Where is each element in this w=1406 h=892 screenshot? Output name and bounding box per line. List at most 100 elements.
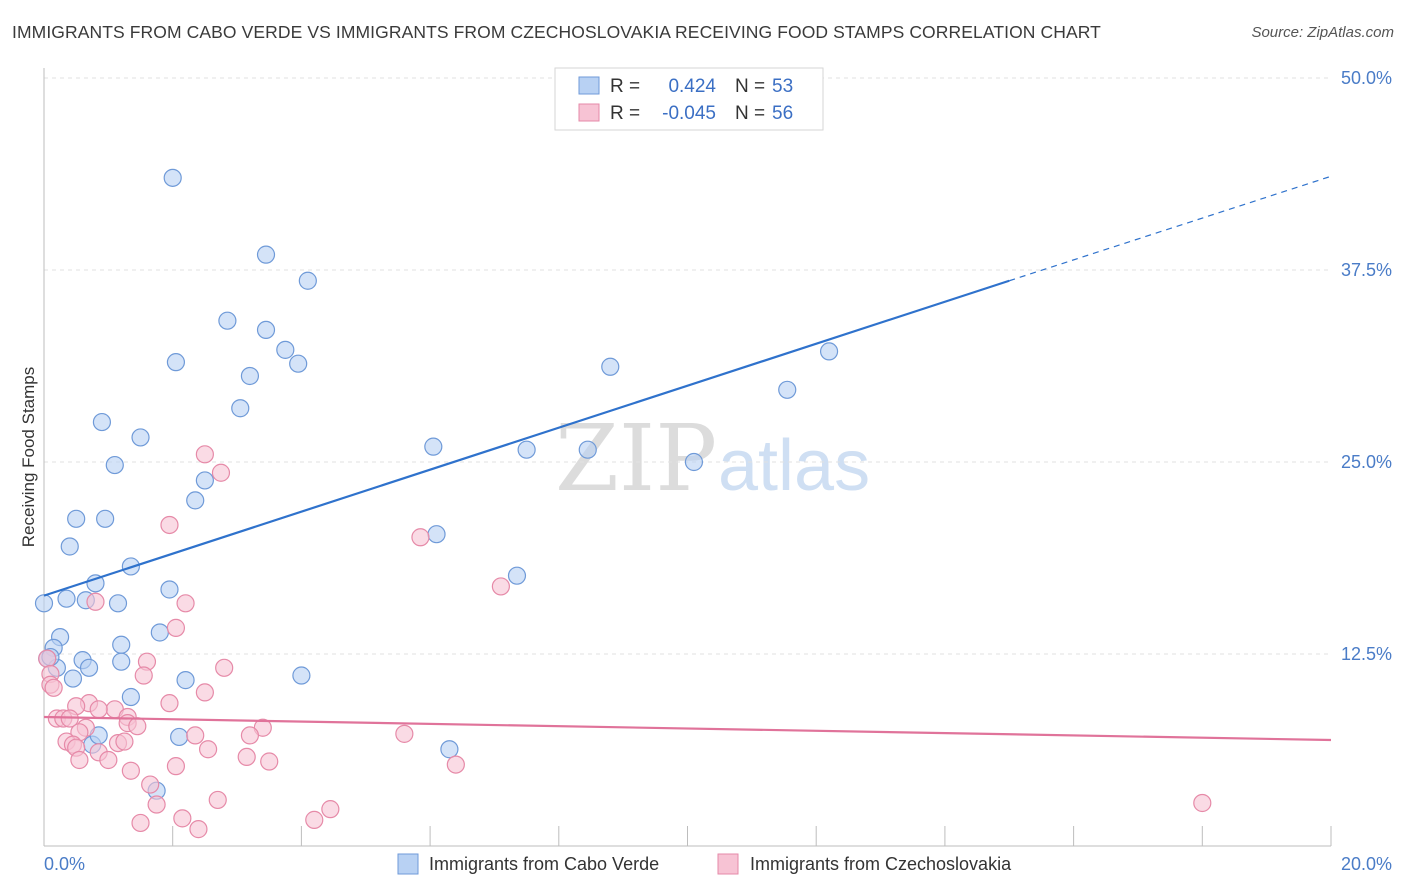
y-tick-label: 12.5% xyxy=(1341,644,1392,664)
cabo-verde-point xyxy=(186,491,205,510)
czechoslovakia-point xyxy=(141,775,160,794)
czechoslovakia-point xyxy=(208,790,227,810)
czechoslovakia-point xyxy=(491,577,510,596)
cabo-verde-point xyxy=(440,740,459,759)
legend-n-value-2: 56 xyxy=(772,103,793,124)
cabo-verde-point xyxy=(166,353,186,372)
czechoslovakia-point xyxy=(166,757,186,776)
czechoslovakia-point xyxy=(38,649,57,668)
bottom-legend-swatch-czechoslovakia xyxy=(717,853,739,875)
czechoslovakia-point xyxy=(186,726,205,745)
legend-r-value-2: -0.045 xyxy=(662,103,716,124)
czechoslovakia-point xyxy=(446,755,465,774)
czechoslovakia-point xyxy=(176,594,195,613)
cabo-verde-point xyxy=(195,471,214,490)
czechoslovakia-point xyxy=(70,750,89,770)
cabo-verde-point xyxy=(819,342,839,361)
cabo-verde-point xyxy=(298,271,317,290)
cabo-verde-point xyxy=(121,687,140,707)
cabo-verde-point xyxy=(163,168,182,187)
axes: 12.5% 25.0% 37.5% 50.0% 0.0% 20.0% xyxy=(43,68,1392,874)
cabo-verde-point xyxy=(63,669,83,688)
cabo-verde-point xyxy=(150,623,169,642)
czechoslovakia-point xyxy=(121,761,140,780)
czechoslovakia-point xyxy=(89,700,108,719)
cabo-verde-point xyxy=(292,666,311,685)
bottom-legend-label-czechoslovakia: Immigrants from Czechoslovakia xyxy=(750,854,1012,874)
legend-n-value-1: 53 xyxy=(772,76,793,97)
czechoslovakia-point xyxy=(195,683,214,702)
x-tick-label-max: 20.0% xyxy=(1341,854,1392,874)
czechoslovakia-point xyxy=(128,717,147,736)
czechoslovakia-point xyxy=(215,658,234,677)
czechoslovakia-trend-line xyxy=(43,715,1332,742)
czechoslovakia-point xyxy=(395,724,414,743)
y-axis-label: Receiving Food Stamps xyxy=(19,367,38,547)
bottom-legend: Immigrants from Cabo Verde Immigrants fr… xyxy=(397,853,1012,875)
y-tick-label: 37.5% xyxy=(1341,260,1392,280)
cabo-verde-point xyxy=(34,594,54,613)
czechoslovakia-point xyxy=(198,740,218,759)
cabo-verde-point xyxy=(601,357,620,376)
czechoslovakia-point xyxy=(237,747,256,767)
stats-legend-box xyxy=(554,67,824,131)
legend-r-label-2: R = xyxy=(610,103,640,124)
cabo-verde-point xyxy=(57,589,76,608)
y-tick-label: 25.0% xyxy=(1341,452,1392,472)
cabo-verde-point xyxy=(517,440,536,459)
legend-swatch-cabo-verde xyxy=(578,76,600,95)
czechoslovakia-point xyxy=(321,800,340,819)
czechoslovakia-point xyxy=(195,445,214,464)
cabo-verde-point xyxy=(105,455,124,475)
legend-n-label-2: N = xyxy=(735,103,765,124)
cabo-verde-point xyxy=(108,594,128,613)
czechoslovakia-point xyxy=(44,678,63,697)
czechoslovakia-point xyxy=(134,666,153,685)
y-tick-label: 50.0% xyxy=(1341,68,1392,88)
trend-lines xyxy=(43,175,1332,742)
cabo-verde-point xyxy=(112,652,131,671)
bottom-legend-swatch-cabo-verde xyxy=(397,853,419,875)
czechoslovakia-point xyxy=(115,732,134,751)
cabo-verde-point xyxy=(160,580,179,599)
czechoslovakia-point xyxy=(131,813,150,833)
legend-r-value-1: 0.424 xyxy=(668,76,716,97)
grid xyxy=(44,77,1331,655)
cabo-verde-point xyxy=(289,354,308,373)
cabo-verde-point xyxy=(424,437,443,456)
bottom-legend-label-cabo-verde: Immigrants from Cabo Verde xyxy=(429,854,659,874)
czechoslovakia-point xyxy=(173,809,192,828)
czechoslovakia-point xyxy=(1193,793,1212,813)
czechoslovakia-point xyxy=(211,463,231,482)
czechoslovakia-point xyxy=(160,515,179,535)
cabo-verde-point xyxy=(176,671,195,690)
cabo-verde-point xyxy=(170,727,189,747)
cabo-verde-point xyxy=(427,525,446,544)
cabo-verde-point xyxy=(578,440,597,459)
cabo-verde-point xyxy=(231,399,250,418)
cabo-verde-point xyxy=(684,452,704,472)
stats-legend: R = 0.424 N = 53 R = -0.045 N = 56 xyxy=(554,67,824,131)
czechoslovakia-point xyxy=(240,726,260,745)
cabo-verde-point xyxy=(218,311,237,330)
watermark-atlas: atlas xyxy=(718,426,870,506)
cabo-verde-point xyxy=(778,380,797,399)
cabo-verde-point xyxy=(96,509,115,528)
czechoslovakia-point xyxy=(166,618,186,637)
cabo-verde-point xyxy=(256,320,276,340)
chart-title: IMMIGRANTS FROM CABO VERDE VS IMMIGRANTS… xyxy=(12,22,1101,42)
czechoslovakia-point xyxy=(86,592,105,611)
cabo-verde-point xyxy=(79,658,99,677)
cabo-verde-point xyxy=(131,428,150,447)
czechoslovakia-point xyxy=(260,752,279,771)
cabo-verde-point xyxy=(256,245,276,264)
source-label: Source: ZipAtlas.com xyxy=(1251,24,1394,41)
cabo-verde-trend-line xyxy=(43,279,1010,597)
cabo-verde-point xyxy=(60,537,79,556)
czechoslovakia-point xyxy=(147,795,166,814)
cabo-verde-point xyxy=(507,566,527,585)
x-tick-label-min: 0.0% xyxy=(44,854,85,874)
czechoslovakia-point xyxy=(189,820,208,839)
czechoslovakia-point xyxy=(411,528,430,547)
